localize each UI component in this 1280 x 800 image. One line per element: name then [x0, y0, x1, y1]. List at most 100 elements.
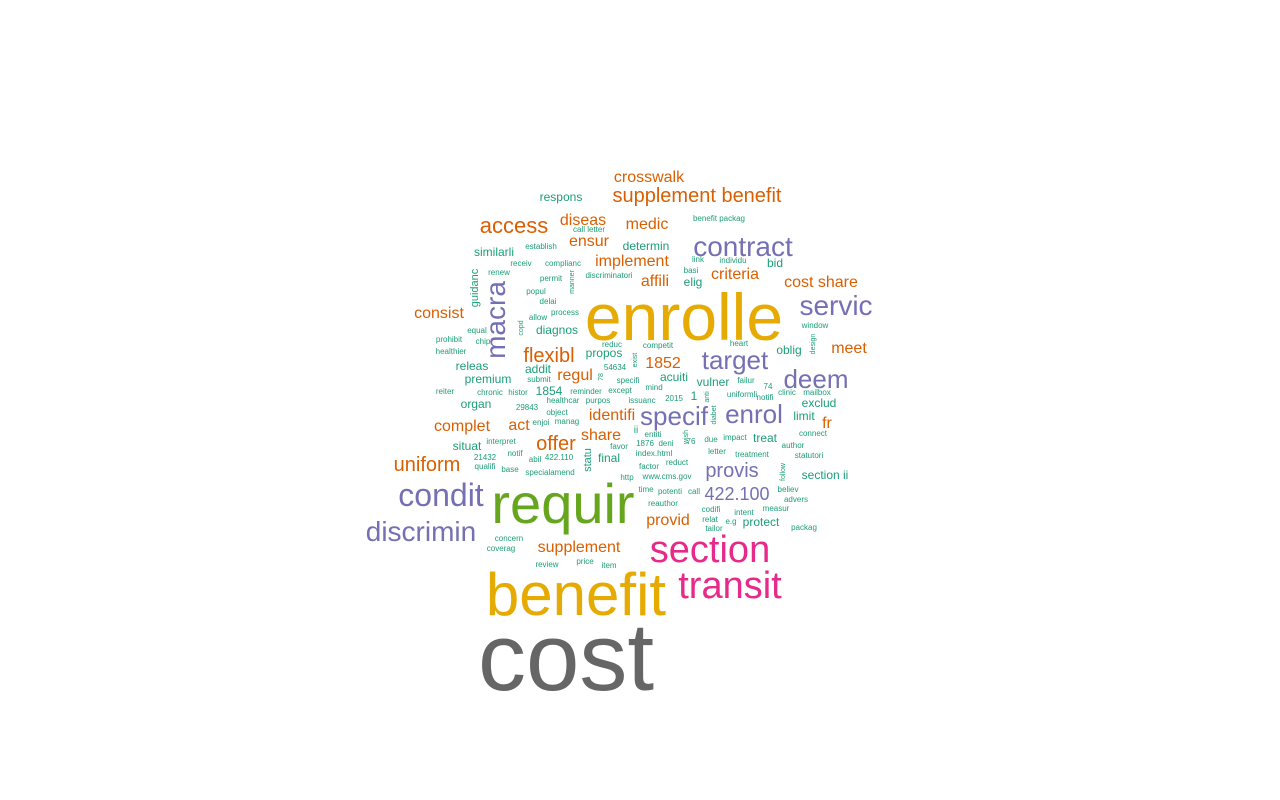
word-anti: anti — [704, 391, 711, 403]
word-meet: meet — [831, 340, 867, 357]
word-vulner: vulner — [697, 375, 730, 389]
word-base: base — [501, 465, 519, 474]
word-price: price — [576, 557, 594, 566]
word-situat: situat — [453, 439, 482, 453]
word-identifi: identifi — [589, 407, 635, 424]
word-uniformli: uniformli — [727, 390, 757, 399]
word-consist: consist — [414, 305, 464, 322]
word-concern: concern — [495, 534, 523, 543]
word-popul: popul — [526, 287, 546, 296]
word-specialamend: specialamend — [525, 468, 574, 477]
word-object: object — [546, 408, 568, 417]
word-reduct: reduct — [666, 458, 689, 467]
word-condit: condit — [398, 477, 484, 513]
word-healthcar: healthcar — [547, 396, 580, 405]
word-provid: provid — [646, 512, 690, 529]
word-copd: copd — [518, 320, 525, 335]
word-deni: deni — [658, 439, 673, 448]
word-specif: specif — [640, 401, 709, 431]
word-treat: treat — [753, 431, 778, 445]
word-share: share — [581, 427, 621, 444]
word-process: process — [551, 308, 579, 317]
word-mind: mind — [645, 383, 662, 392]
word-delai: delai — [540, 297, 557, 306]
word-histor: histor — [508, 388, 528, 397]
word-competit: competit — [643, 341, 674, 350]
word-letter: letter — [708, 447, 726, 456]
word-propos: propos — [586, 346, 623, 360]
word-review: review — [535, 560, 558, 569]
word-measur: measur — [763, 504, 790, 513]
word-determin: determin — [623, 239, 670, 253]
word-equal: equal — [467, 326, 487, 335]
word-statutori: statutori — [795, 451, 824, 460]
word-http: http — [620, 473, 634, 482]
word-notif: notif — [507, 449, 523, 458]
word-renew: renew — [488, 268, 510, 277]
word-diagnos: diagnos — [536, 323, 578, 337]
word-believ: believ — [778, 485, 799, 494]
word-422-110: 422.110 — [545, 453, 574, 462]
word-elig: elig — [684, 275, 703, 289]
word-purpos: purpos — [586, 396, 610, 405]
word-cost-share: cost share — [784, 274, 858, 291]
word-packag: packag — [791, 523, 817, 532]
word-advers: advers — [784, 495, 808, 504]
word-regul: regul — [557, 367, 593, 384]
word-basi: basi — [684, 266, 699, 275]
word-final: final — [598, 451, 620, 465]
word-impact: impact — [723, 433, 747, 442]
word-call-letter: call letter — [573, 225, 605, 234]
word-link: link — [692, 255, 705, 264]
word-1854: 1854 — [536, 384, 563, 398]
word-item: item — [601, 561, 616, 570]
word-section-ii: section ii — [802, 468, 849, 482]
word-fr: fr — [822, 415, 832, 432]
word-healthier: healthier — [436, 347, 467, 356]
word-supplement: supplement — [538, 539, 621, 556]
word-diseas: diseas — [560, 212, 606, 229]
word-due: due — [704, 435, 718, 444]
word-permit: permit — [540, 274, 563, 283]
word-1: 1 — [691, 389, 698, 403]
word-mailbox: mailbox — [803, 388, 831, 397]
word-medic: medic — [626, 216, 669, 233]
word-2015: 2015 — [665, 394, 683, 403]
word-complet: complet — [434, 418, 491, 435]
word-supplement-benefit: supplement benefit — [612, 185, 781, 207]
word-design: design — [810, 334, 817, 355]
word-codifi: codifi — [702, 505, 721, 514]
word-422-100: 422.100 — [704, 484, 769, 504]
word-bid: bid — [767, 256, 783, 270]
word-reminder: reminder — [570, 387, 602, 396]
word-74: 74 — [764, 382, 773, 391]
word-access: access — [480, 213, 548, 238]
word-treatment: treatment — [735, 450, 770, 459]
word-addit: addit — [525, 362, 552, 376]
word-guidanc: guidanc — [469, 268, 481, 307]
word-deem: deem — [783, 364, 848, 394]
word-respons: respons — [540, 190, 583, 204]
word-manag: manag — [555, 417, 579, 426]
word-76: 76 — [687, 437, 696, 446]
word-benefit: benefit — [486, 561, 666, 628]
word-connect: connect — [799, 429, 828, 438]
word-servic: servic — [799, 290, 872, 321]
word-factor: factor — [639, 462, 659, 471]
word-issuanc: issuanc — [628, 396, 655, 405]
word-establish: establish — [525, 242, 557, 251]
word-78: 78 — [598, 373, 605, 381]
word-prohibit: prohibit — [436, 335, 463, 344]
word-54634: 54634 — [604, 363, 627, 372]
word-reauthor: reauthor — [648, 499, 678, 508]
word-releas: releas — [456, 359, 489, 373]
word-manner: manner — [569, 269, 576, 293]
word-failur: failur — [737, 376, 755, 385]
word-diabet: diabet — [711, 405, 718, 424]
word-entiti: entiti — [645, 430, 662, 439]
word-favor: favor — [610, 442, 628, 451]
word-exclud: exclud — [802, 396, 837, 410]
word-1852: 1852 — [645, 355, 681, 372]
word-ii: ii — [634, 425, 638, 436]
